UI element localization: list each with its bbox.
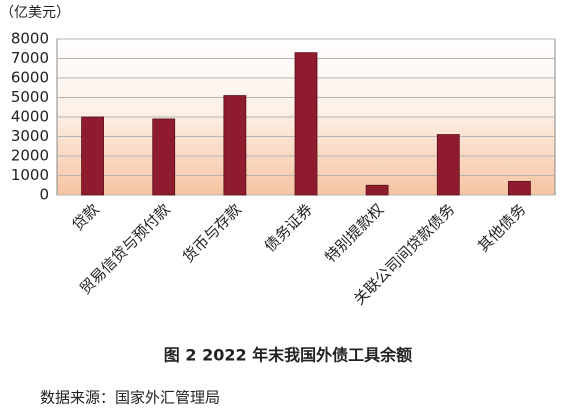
bar [436,134,460,196]
bar [152,118,176,196]
x-tick-label: 特别提款权 [321,200,387,266]
bar [294,52,318,196]
bar [365,184,389,196]
bar [223,95,247,196]
y-tick-label: 8000 [11,30,49,48]
y-tick-label: 1000 [11,166,49,184]
bar [508,180,531,196]
y-tick-label: 3000 [11,127,49,145]
y-tick-label: 5000 [11,88,49,106]
y-tick-label: 0 [39,186,49,204]
x-tick-label: 货币与存款 [179,200,245,266]
y-tick-label: 2000 [11,147,49,165]
x-tick-label: 贷款 [69,200,103,234]
y-tick-label: 6000 [11,69,49,87]
x-tick-label: 其他债务 [474,200,529,255]
y-tick-label: 4000 [11,108,49,126]
source: 数据来源：国家外汇管理局 [40,389,220,407]
x-tick-label: 债务证券 [261,200,316,255]
unit-label: （亿美元） [0,5,70,21]
y-tick-label: 7000 [11,49,49,67]
bar [81,116,104,196]
chart-title: 图 2 2022 年末我国外债工具余额 [164,346,412,365]
